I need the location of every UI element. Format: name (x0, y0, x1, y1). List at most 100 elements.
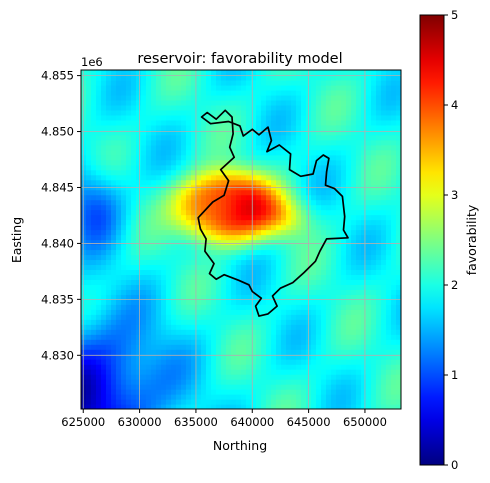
heatmap-cell (396, 164, 401, 171)
heatmap-cell (231, 334, 237, 340)
heatmap-cell (381, 194, 387, 201)
heatmap-cell (361, 284, 367, 290)
heatmap-cell (331, 264, 337, 271)
heatmap-cell (311, 154, 317, 161)
heatmap-cell (96, 284, 102, 290)
heatmap-cell (316, 299, 322, 305)
heatmap-cell (341, 94, 347, 101)
heatmap-cell (211, 389, 217, 395)
heatmap-cell (271, 364, 277, 370)
heatmap-cell (361, 349, 367, 355)
heatmap-cell (376, 74, 382, 81)
heatmap-cell (296, 129, 302, 136)
heatmap-cell (396, 344, 401, 350)
heatmap-cell (351, 309, 357, 315)
heatmap-cell (256, 219, 262, 226)
heatmap-cell (211, 289, 217, 295)
heatmap-cell (156, 124, 162, 131)
heatmap-cell (91, 229, 97, 236)
heatmap-cell (276, 189, 282, 196)
heatmap-cell (276, 234, 282, 241)
heatmap-cell (141, 319, 147, 325)
heatmap-cell (296, 359, 302, 365)
heatmap-cell (396, 74, 401, 81)
heatmap-cell (286, 179, 292, 186)
heatmap-cell (171, 99, 177, 106)
heatmap-cell (336, 219, 342, 226)
heatmap-cell (271, 70, 277, 76)
heatmap-cell (371, 404, 377, 409)
heatmap-cell (326, 324, 332, 330)
heatmap-cell (271, 374, 277, 380)
y-tick-label: 4.840 (41, 236, 74, 250)
heatmap-cell (221, 274, 227, 280)
heatmap-cell (216, 364, 222, 370)
heatmap-cell (171, 299, 177, 305)
heatmap-cell (101, 249, 107, 256)
heatmap-cell (356, 349, 362, 355)
heatmap-cell (156, 154, 162, 161)
heatmap-cell (156, 349, 162, 355)
heatmap-cell (106, 254, 112, 261)
heatmap-cell (316, 204, 322, 211)
heatmap-cell (141, 189, 147, 196)
heatmap-cell (376, 309, 382, 315)
heatmap-cell (351, 259, 357, 266)
heatmap-cell (296, 209, 302, 216)
heatmap-cell (241, 299, 247, 305)
heatmap-cell (191, 324, 197, 330)
heatmap-cell (236, 189, 242, 196)
heatmap-cell (211, 354, 217, 360)
heatmap-cell (111, 194, 117, 201)
heatmap-cell (216, 299, 222, 305)
heatmap-cell (226, 174, 232, 181)
heatmap-cell (181, 404, 187, 409)
heatmap-cell (296, 259, 302, 266)
heatmap-cell (166, 89, 172, 96)
heatmap-cell (366, 274, 372, 280)
heatmap-cell (196, 344, 202, 350)
heatmap-cell (346, 384, 352, 390)
heatmap-cell (391, 389, 397, 395)
heatmap-cell (201, 119, 207, 126)
heatmap-cell (226, 169, 232, 176)
heatmap-cell (341, 329, 347, 335)
heatmap-cell (256, 244, 262, 251)
heatmap-cell (231, 239, 237, 246)
heatmap-cell (216, 79, 222, 86)
heatmap-cell (366, 124, 372, 131)
heatmap-cell (246, 239, 252, 246)
heatmap-cell (116, 379, 122, 385)
heatmap-cell (351, 234, 357, 241)
heatmap-cell (276, 194, 282, 201)
heatmap-cell (96, 109, 102, 116)
heatmap-cell (396, 169, 401, 176)
heatmap-cell (96, 229, 102, 236)
heatmap-cell (136, 104, 142, 111)
heatmap-cell (191, 239, 197, 246)
heatmap-cell (221, 99, 227, 106)
heatmap-cell (201, 79, 207, 86)
heatmap-cell (201, 129, 207, 136)
heatmap-cell (191, 299, 197, 305)
heatmap-cell (111, 329, 117, 335)
heatmap-cell (156, 189, 162, 196)
heatmap-cell (221, 284, 227, 290)
heatmap-cell (161, 144, 167, 151)
heatmap-cell (186, 94, 192, 101)
heatmap-cell (241, 374, 247, 380)
heatmap-cell (86, 359, 92, 365)
heatmap-cell (151, 239, 157, 246)
heatmap-cell (136, 209, 142, 216)
heatmap-cell (116, 164, 122, 171)
heatmap-cell (266, 364, 272, 370)
heatmap-cell (101, 114, 107, 121)
heatmap-cell (156, 314, 162, 320)
heatmap-cell (376, 329, 382, 335)
heatmap-cell (336, 374, 342, 380)
heatmap-cell (376, 339, 382, 345)
heatmap-cell (311, 339, 317, 345)
heatmap-cell (186, 229, 192, 236)
heatmap-cell (236, 104, 242, 111)
heatmap-cell (96, 209, 102, 216)
